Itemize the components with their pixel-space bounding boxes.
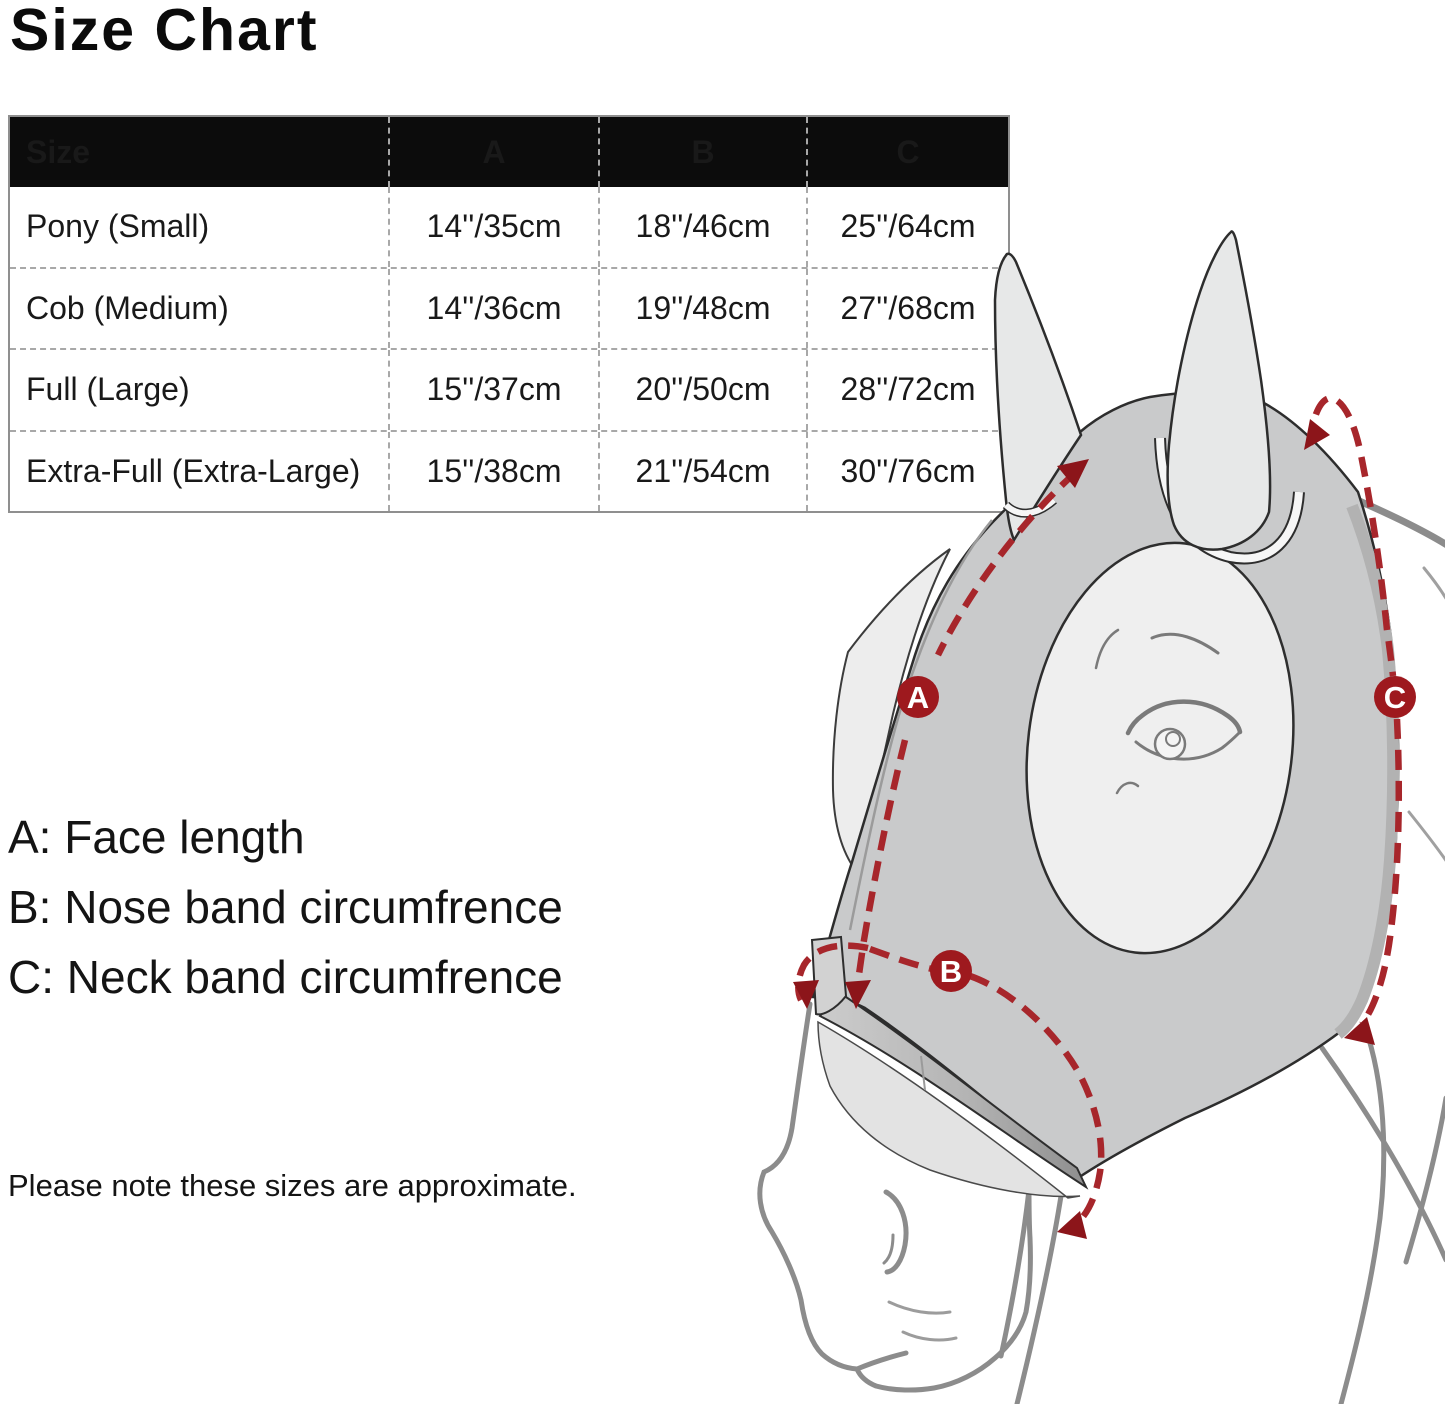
right-ear: [1166, 230, 1272, 551]
measurement-label-b: B: [940, 954, 962, 989]
table-header-row: Size A B C: [10, 117, 1008, 187]
approx-note: Please note these sizes are approximate.: [8, 1168, 577, 1203]
table-cell: 27''/68cm: [806, 268, 1008, 348]
horse-cheek: [831, 548, 951, 874]
table-cell: 20''/50cm: [598, 350, 806, 430]
table-cell: 18''/46cm: [598, 187, 806, 267]
table-row: Full (Large) 15''/37cm 20''/50cm 28''/72cm: [10, 348, 1008, 430]
left-ear: [993, 252, 1083, 543]
table-cell: 30''/76cm: [806, 431, 1008, 511]
table-cell: 15''/38cm: [388, 431, 598, 511]
nose-band: [818, 991, 1089, 1190]
table-cell: 25''/64cm: [806, 187, 1008, 267]
horse-muzzle-sketch: [757, 1001, 1064, 1404]
nose-band-end: [810, 935, 848, 1016]
legend: A: Face length B: Nose band circumfrence…: [8, 802, 563, 1012]
size-table-body: Pony (Small) 14''/35cm 18''/46cm 25''/64cm C…: [10, 187, 1008, 511]
legend-item-a: A: Face length: [8, 811, 305, 863]
header-cell-a: A: [388, 117, 598, 187]
horse-eye: [1094, 628, 1243, 795]
mask-edge-shading: [1334, 503, 1400, 1039]
table-row: Cob (Medium) 14''/36cm 19''/48cm 27''/68cm: [10, 266, 1008, 348]
legend-item-c: C: Neck band circumfrence: [8, 951, 563, 1003]
page-title: Size Chart: [10, 0, 319, 63]
header-cell-c: C: [806, 117, 1008, 187]
measurement-path-a: [853, 469, 1079, 993]
table-cell: 21''/54cm: [598, 431, 806, 511]
table-cell: 14''/35cm: [388, 187, 598, 267]
muzzle-crease: [920, 1055, 926, 1091]
legend-item-b: B: Nose band circumfrence: [8, 881, 563, 933]
measurement-label-c: C: [1384, 680, 1406, 715]
table-cell: Full (Large): [26, 371, 190, 408]
left-ear-hole-rim-highlight: [1003, 497, 1056, 516]
measurement-paths: [795, 394, 1403, 1230]
measurement-labels: A B C: [897, 676, 1416, 992]
horse-neck-sketch: [1319, 493, 1445, 1404]
table-cell: 19''/48cm: [598, 268, 806, 348]
table-row: Extra-Full (Extra-Large) 15''/38cm 21''/54…: [10, 429, 1008, 511]
table-cell: 28''/72cm: [806, 350, 1008, 430]
measurement-arrowheads: [793, 419, 1375, 1239]
table-cell: Extra-Full (Extra-Large): [26, 452, 361, 489]
header-cell-b: B: [598, 117, 806, 187]
header-cell-size: Size: [26, 133, 91, 170]
table-cell: 14''/36cm: [388, 268, 598, 348]
table-cell: Cob (Medium): [26, 289, 229, 326]
table-cell: 15''/37cm: [388, 350, 598, 430]
horse-fly-mask-illustration: A B C: [757, 230, 1445, 1404]
muzzle-top: [817, 1020, 1081, 1199]
table-row: Pony (Small) 14''/35cm 18''/46cm 25''/64cm: [10, 187, 1008, 267]
size-chart-table: Size A B C Pony (Small) 14''/35cm 18''/46c…: [8, 115, 1010, 513]
measurement-path-c: [1306, 394, 1403, 1026]
nostril: [883, 1189, 909, 1275]
table-cell: Pony (Small): [26, 208, 210, 245]
measurement-label-a: A: [907, 680, 929, 715]
